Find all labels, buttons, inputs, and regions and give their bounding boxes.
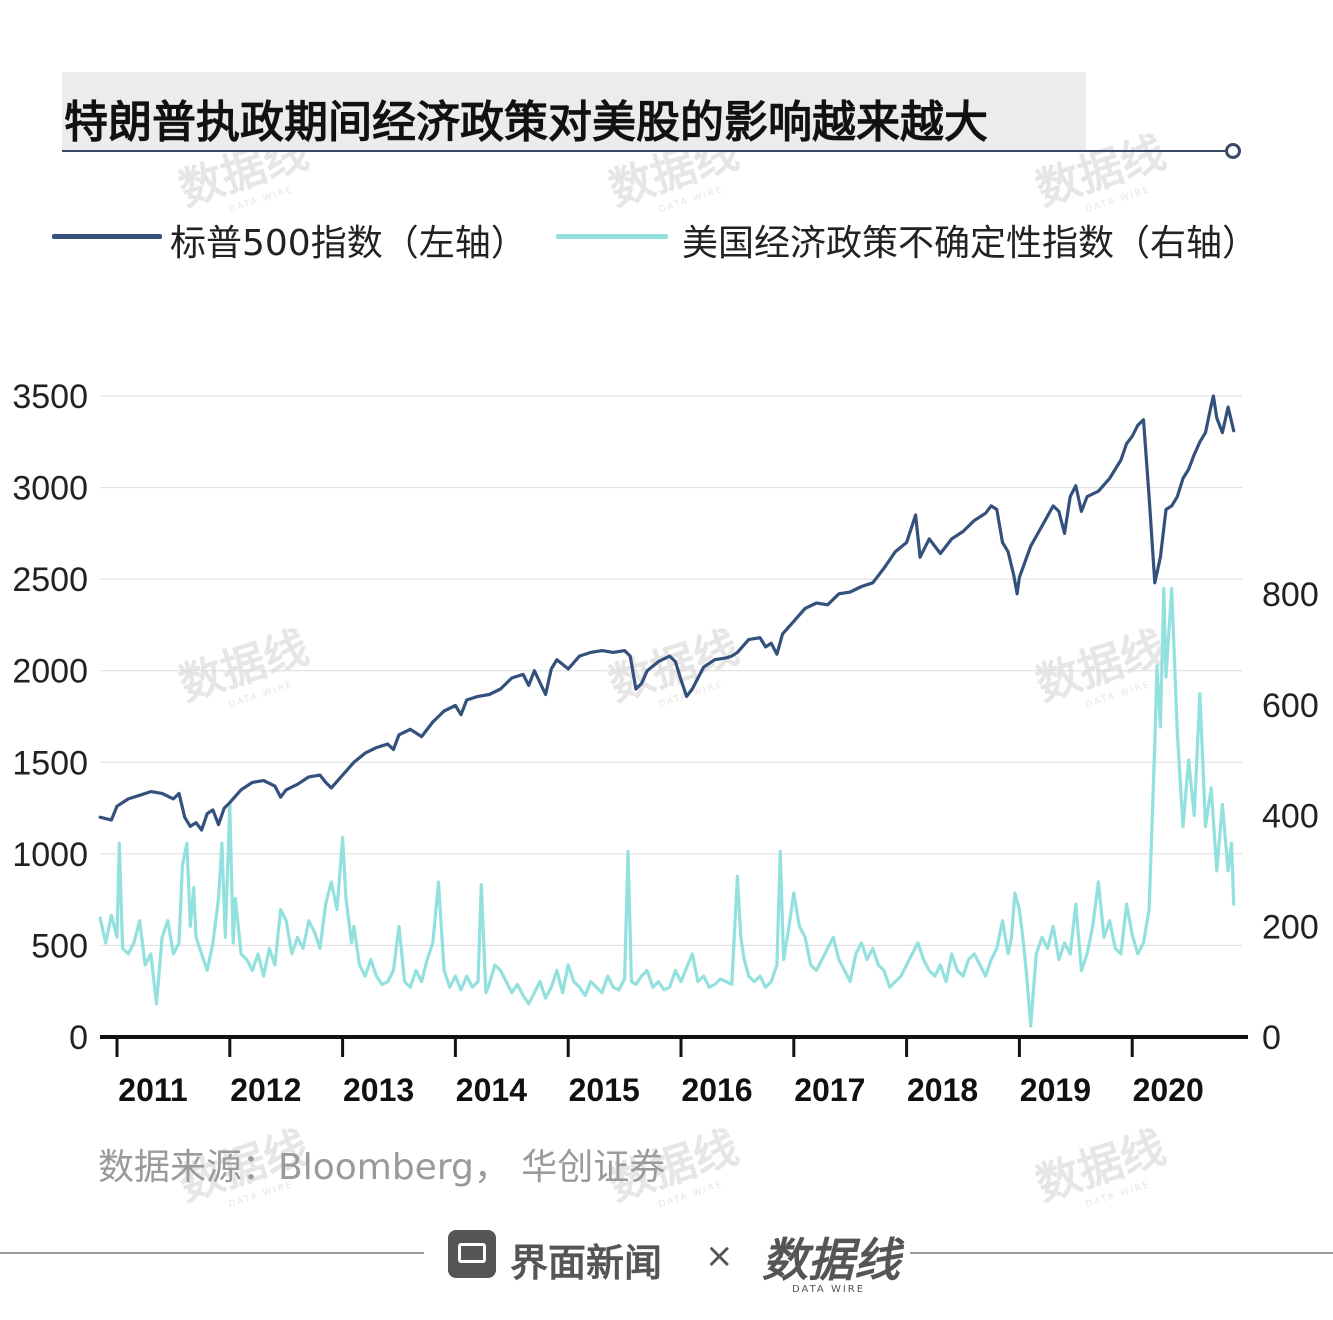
legend-label-sp500: 标普500指数（左轴） <box>170 223 527 264</box>
jiemian-logo-icon <box>448 1230 496 1278</box>
right-tick-label: 600 <box>1262 687 1319 725</box>
x-tick-label: 2011 <box>118 1072 187 1108</box>
right-tick-label: 200 <box>1262 908 1319 946</box>
footer-times: × <box>705 1236 734 1276</box>
x-tick-label: 2016 <box>681 1072 752 1108</box>
title-underline <box>62 150 1226 152</box>
right-tick-label: 0 <box>1262 1019 1281 1057</box>
left-tick-label: 0 <box>69 1019 88 1057</box>
right-tick-label: 800 <box>1262 576 1319 614</box>
footer-partner-logo: 数据线 <box>762 1233 900 1287</box>
x-tick-label: 2012 <box>230 1072 301 1108</box>
x-tick-label: 2018 <box>907 1072 978 1108</box>
source-note: 数据来源：Bloomberg， 华创证券 <box>98 1147 666 1188</box>
legend-swatch-sp500 <box>52 234 162 239</box>
x-tick-label: 2014 <box>456 1072 527 1108</box>
x-tick-label: 2017 <box>794 1072 865 1108</box>
left-tick-label: 1000 <box>12 836 88 874</box>
x-tick-label: 2013 <box>343 1072 414 1108</box>
x-tick-label: 2019 <box>1020 1072 1091 1108</box>
right-tick-label: 400 <box>1262 798 1319 836</box>
chart-title: 特朗普执政期间经济政策对美股的影响越来越大 <box>64 97 988 148</box>
legend-swatch-epu <box>556 234 668 239</box>
title-end-dot <box>1225 143 1241 159</box>
legend: 标普500指数（左轴） 美国经济政策不确定性指数（右轴） <box>0 212 1333 264</box>
left-tick-label: 500 <box>31 927 88 965</box>
x-tick-label: 2020 <box>1133 1072 1204 1108</box>
title-background <box>62 72 1086 152</box>
legend-label-epu: 美国经济政策不确定性指数（右轴） <box>682 223 1259 264</box>
series-line-sp <box>98 394 1236 832</box>
left-tick-label: 3000 <box>12 470 88 508</box>
x-tick-label: 2015 <box>569 1072 640 1108</box>
left-tick-label: 1500 <box>12 744 88 782</box>
series-line-epu <box>98 586 1236 1028</box>
left-tick-label: 2500 <box>12 561 88 599</box>
footer-partner-sub: DATA WIRE <box>792 1284 866 1295</box>
left-tick-label: 3500 <box>12 378 88 416</box>
left-tick-label: 2000 <box>12 653 88 691</box>
footer-rule-left <box>0 1252 424 1254</box>
footer-rule-right <box>910 1252 1333 1254</box>
footer-brand: 界面新闻 <box>510 1241 663 1285</box>
